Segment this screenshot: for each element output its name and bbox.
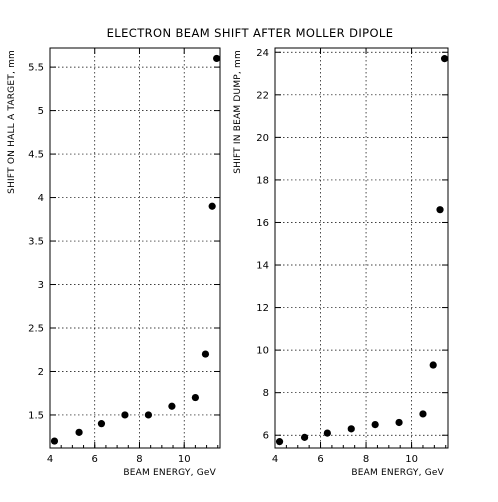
right-data-point	[395, 418, 403, 427]
left-data-point	[50, 437, 59, 445]
left-data-point	[208, 202, 216, 210]
right-y-tick-label: 18	[256, 175, 269, 186]
right-y-tick-label: 12	[256, 303, 269, 314]
right-y-tick-label: 16	[256, 218, 269, 229]
right-x-axis-title: BEAM ENERGY, GeV	[351, 468, 444, 478]
right-data-point	[429, 361, 437, 369]
chart-title: ELECTRON BEAM SHIFT AFTER MOLLER DIPOLE	[107, 26, 394, 40]
left-x-tick-label: 8	[136, 454, 142, 465]
left-y-tick-label: 2.5	[28, 324, 44, 335]
right-data-point	[440, 55, 449, 63]
left-data-point	[201, 350, 210, 358]
right-y-tick-label: 24	[256, 48, 269, 59]
left-y-tick-label: 5	[38, 106, 44, 117]
left-x-tick-label: 6	[92, 454, 98, 465]
right-x-tick-label: 6	[317, 454, 323, 465]
right-y-tick-label: 8	[263, 388, 269, 399]
right-y-tick-label: 22	[256, 90, 269, 101]
right-y-tick-label: 10	[256, 346, 269, 357]
left-x-tick-label: 4	[47, 454, 53, 465]
right-plot-frame	[274, 47, 449, 449]
left-y-axis-title: SHIFT ON HALL A TARGET, mm	[7, 50, 17, 194]
left-x-tick-label: 10	[178, 454, 191, 465]
right-y-tick-label: 6	[263, 431, 269, 442]
left-data-point	[75, 428, 83, 436]
left-data-point	[213, 54, 221, 63]
left-y-tick-label: 2	[38, 367, 44, 378]
right-data-point	[371, 420, 379, 429]
left-y-tick-label: 5.5	[28, 63, 44, 74]
left-y-tick-label: 4	[38, 193, 44, 204]
right-data-point	[419, 410, 427, 418]
left-y-tick-label: 1.5	[28, 410, 44, 421]
right-y-tick-label: 14	[256, 261, 269, 272]
right-x-tick-label: 10	[405, 454, 418, 465]
right-data-point	[300, 433, 309, 441]
left-x-axis-title: BEAM ENERGY, GeV	[123, 468, 216, 478]
left-y-tick-label: 3	[38, 280, 44, 291]
right-data-point	[347, 425, 355, 433]
left-data-point	[144, 411, 153, 419]
left-data-point	[121, 411, 129, 419]
left-y-tick-label: 3.5	[28, 237, 44, 248]
right-y-axis-title: SHIFT IN BEAM DUMP, mm	[233, 50, 243, 174]
right-data-point	[436, 206, 444, 214]
right-x-tick-label: 8	[363, 454, 369, 465]
left-plot: 4 6 8 10 1.5 2 2.5 3 3.5 4 4.5 5 5.5 BEAM ENERGY, GeV…	[7, 47, 221, 478]
left-y-tick-label: 4.5	[28, 150, 44, 161]
right-data-point	[323, 429, 331, 437]
left-plot-frame	[49, 47, 221, 449]
left-data-point	[168, 402, 176, 410]
right-y-tick-label: 20	[256, 133, 269, 144]
right-x-tick-label: 4	[272, 454, 278, 465]
right-plot: 4 6 8 10 6 8 10 12 14 16 18 20 22 24 BEAM ENERGY, GeV S…	[233, 47, 449, 478]
left-data-point	[191, 393, 199, 402]
right-data-point	[275, 438, 284, 446]
left-data-point	[97, 420, 106, 428]
